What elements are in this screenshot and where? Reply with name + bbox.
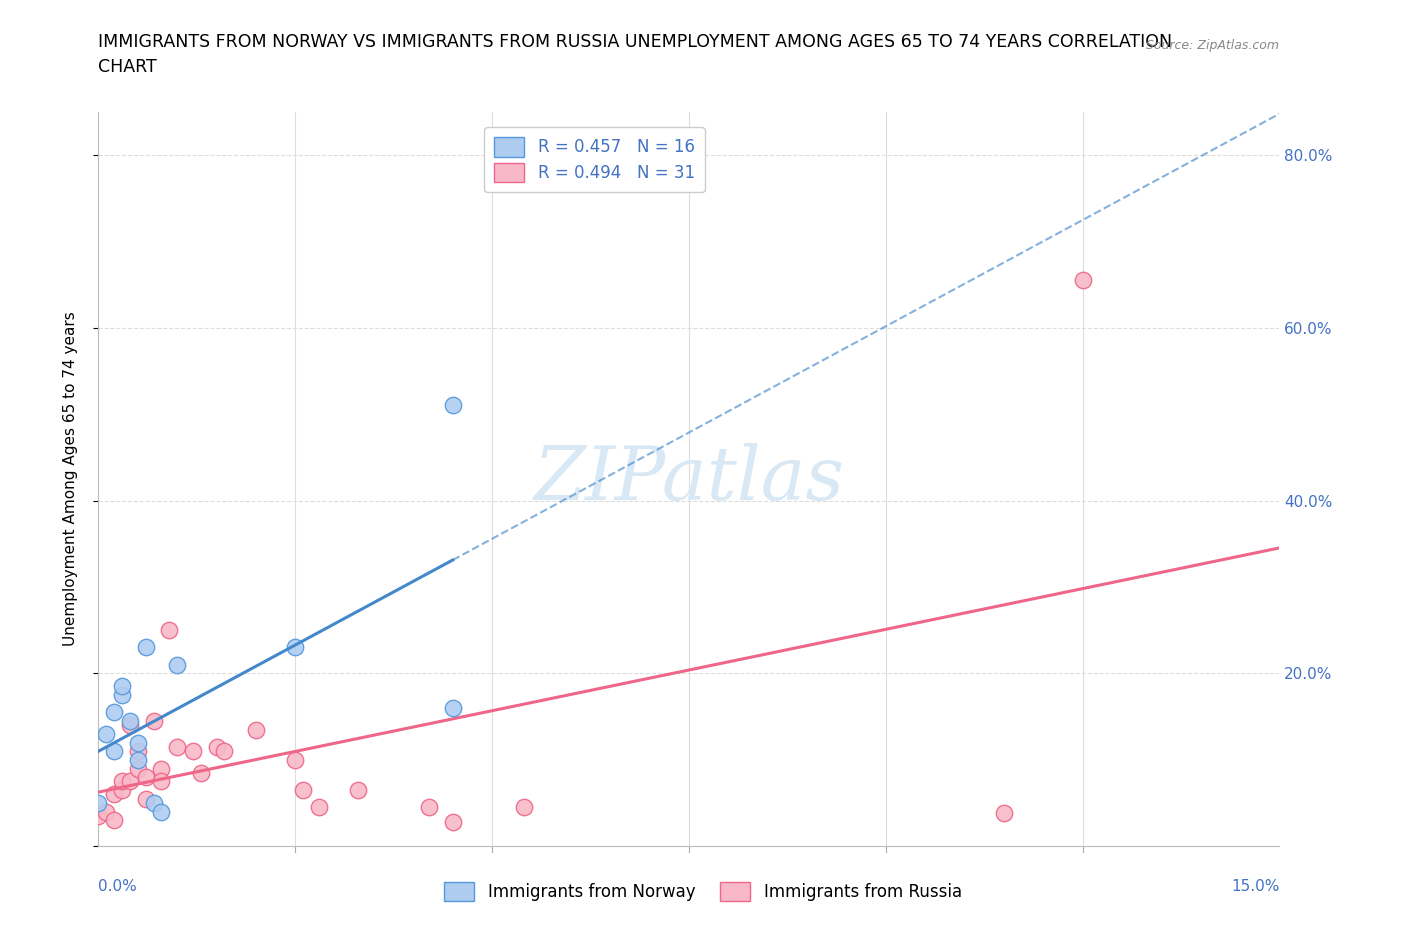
Point <box>111 783 134 798</box>
Point <box>127 752 149 767</box>
Text: Source: ZipAtlas.com: Source: ZipAtlas.com <box>1146 39 1279 52</box>
Point <box>87 796 110 811</box>
Point <box>127 761 149 776</box>
Point <box>205 739 228 754</box>
Point <box>993 806 1015 821</box>
Point <box>135 791 157 806</box>
Point <box>157 623 180 638</box>
Point <box>118 713 141 728</box>
Point <box>103 813 125 828</box>
Point <box>87 808 110 823</box>
Point <box>111 774 134 789</box>
Point <box>1071 272 1094 287</box>
Text: IMMIGRANTS FROM NORWAY VS IMMIGRANTS FROM RUSSIA UNEMPLOYMENT AMONG AGES 65 TO 7: IMMIGRANTS FROM NORWAY VS IMMIGRANTS FRO… <box>98 33 1173 50</box>
Point <box>214 744 236 759</box>
Point <box>111 687 134 702</box>
Point <box>441 398 464 413</box>
Point <box>284 640 307 655</box>
Point <box>135 640 157 655</box>
Point <box>441 815 464 830</box>
Legend: Immigrants from Norway, Immigrants from Russia: Immigrants from Norway, Immigrants from … <box>437 875 969 908</box>
Point <box>441 700 464 715</box>
Point <box>308 800 330 815</box>
Point <box>347 783 370 798</box>
Point <box>103 787 125 802</box>
Point <box>166 739 188 754</box>
Point <box>103 744 125 759</box>
Point <box>150 774 173 789</box>
Point <box>111 679 134 694</box>
Text: 0.0%: 0.0% <box>98 879 138 894</box>
Point <box>127 744 149 759</box>
Point <box>512 800 534 815</box>
Text: ZIPatlas: ZIPatlas <box>533 443 845 515</box>
Point <box>190 765 212 780</box>
Point <box>166 658 188 672</box>
Point <box>96 804 118 819</box>
Point <box>150 761 173 776</box>
Text: CHART: CHART <box>98 58 157 75</box>
Y-axis label: Unemployment Among Ages 65 to 74 years: Unemployment Among Ages 65 to 74 years <box>63 312 77 646</box>
Point <box>135 770 157 785</box>
Point <box>181 744 204 759</box>
Point <box>284 752 307 767</box>
Point <box>418 800 440 815</box>
Point <box>292 783 315 798</box>
Point <box>127 735 149 750</box>
Text: 15.0%: 15.0% <box>1232 879 1279 894</box>
Point <box>142 713 165 728</box>
Point <box>103 705 125 720</box>
Legend: R = 0.457   N = 16, R = 0.494   N = 31: R = 0.457 N = 16, R = 0.494 N = 31 <box>484 127 704 193</box>
Point <box>142 796 165 811</box>
Point <box>245 723 267 737</box>
Point <box>118 718 141 733</box>
Point <box>150 804 173 819</box>
Point <box>96 726 118 741</box>
Point <box>118 774 141 789</box>
